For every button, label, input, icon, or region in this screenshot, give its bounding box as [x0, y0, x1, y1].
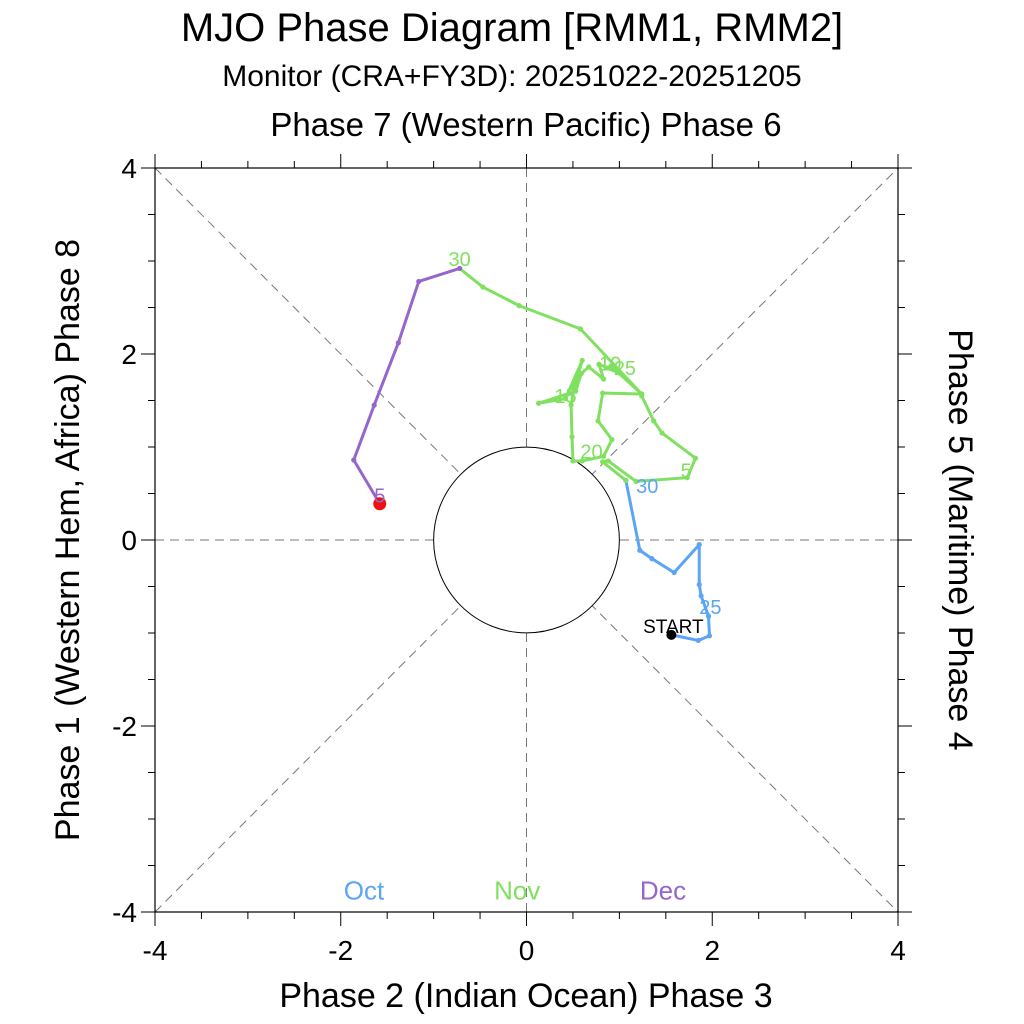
data-point [651, 418, 657, 424]
data-point [696, 582, 702, 588]
day-label: 20 [580, 442, 602, 464]
data-point [684, 475, 690, 481]
end-marker [373, 497, 387, 511]
data-point [579, 357, 585, 364]
data-point [351, 457, 357, 463]
right-phase-label: Phase 5 (Maritime) Phase 4 [941, 329, 979, 750]
y-tick-label: 2 [121, 339, 137, 370]
y-tick-label: -2 [112, 711, 137, 742]
data-point [572, 383, 578, 389]
data-point [600, 459, 606, 465]
label-layer: -4 -2 0 2 4 -4 -2 0 2 4 25 30 5 10 15 20 25 30 5 START Oct No… [112, 153, 906, 966]
data-point [586, 364, 592, 370]
day-label: 5 [681, 460, 692, 482]
x-tick-label: -2 [328, 935, 353, 966]
x-tick-label: 2 [704, 935, 720, 966]
data-point [371, 402, 377, 408]
day-label: 10 [599, 353, 621, 375]
data-point [457, 265, 463, 272]
data-point [696, 542, 702, 548]
data-point [579, 458, 585, 464]
plot-frame-layer [141, 154, 912, 926]
data-point [416, 278, 422, 285]
day-label: 25 [614, 358, 636, 380]
data-point [600, 390, 606, 396]
data-point [608, 363, 614, 369]
data-point [633, 478, 639, 485]
x-axis-label: Phase 2 (Indian Ocean) Phase 3 [279, 977, 772, 1015]
data-point [395, 340, 401, 346]
series-line-nov [458, 267, 698, 483]
x-tick-label: -4 [143, 935, 168, 966]
x-tick-label: 0 [519, 935, 535, 966]
day-label: 30 [636, 476, 658, 498]
data-point [649, 556, 655, 562]
data-point [570, 458, 576, 464]
data-point [480, 284, 486, 290]
y-axis-label: Phase 1 (Western Hem, Africa) Phase 8 [49, 239, 87, 841]
data-point [603, 365, 609, 371]
data-point [698, 593, 704, 599]
data-point [609, 436, 615, 443]
data-point [692, 455, 699, 461]
data-point [600, 376, 607, 382]
data-point [562, 396, 569, 402]
data-point [578, 370, 584, 377]
day-label: 5 [374, 485, 385, 507]
data-point [516, 303, 522, 309]
legend-dec: Dec [640, 875, 686, 905]
data-point [573, 388, 579, 394]
data-point [639, 391, 645, 397]
data-point [568, 402, 574, 408]
chart-subtitle: Monitor (CRA+FY3D): 20251022-20251205 [222, 60, 802, 93]
data-point [605, 458, 611, 464]
data-point [659, 430, 665, 436]
data-point [671, 569, 677, 576]
day-label: 15 [554, 386, 576, 408]
data-point [577, 326, 583, 332]
day-label: 25 [699, 597, 721, 619]
legend-oct: Oct [344, 875, 385, 905]
unit-circle [433, 446, 620, 634]
trajectory-layer [351, 265, 713, 644]
x-tick-label: 4 [890, 935, 906, 966]
data-point [615, 370, 622, 376]
legend-nov: Nov [494, 875, 540, 905]
data-point [596, 361, 602, 367]
y-tick-label: -4 [112, 897, 137, 928]
chart-title: MJO Phase Diagram [RMM1, RMM2] [180, 6, 844, 50]
data-point [705, 613, 712, 619]
y-tick-label: 0 [121, 525, 137, 556]
data-point [535, 400, 542, 406]
start-label: START [643, 617, 704, 638]
data-point [569, 434, 575, 440]
y-tick-label: 4 [121, 153, 137, 184]
start-marker [666, 629, 677, 640]
data-point [637, 547, 643, 553]
day-label: 30 [449, 249, 471, 271]
top-phase-label: Phase 7 (Western Pacific) Phase 6 [270, 106, 782, 143]
data-point [595, 418, 601, 424]
data-point [623, 477, 629, 484]
data-point [600, 453, 607, 459]
data-point [695, 637, 701, 644]
series-line-dec [352, 267, 461, 505]
data-point [706, 633, 713, 639]
